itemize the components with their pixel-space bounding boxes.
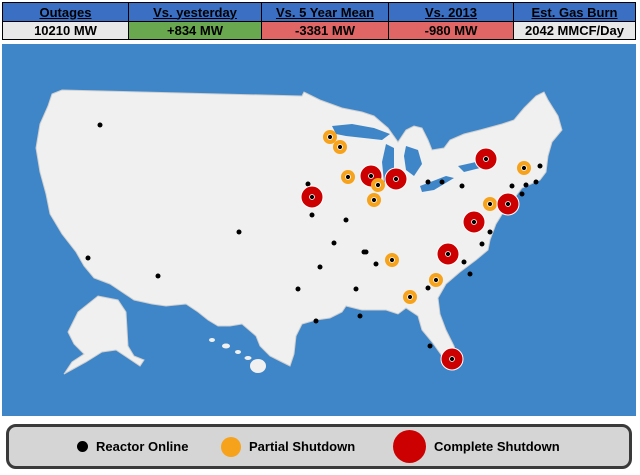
legend-online-label: Reactor Online	[96, 439, 189, 454]
reactor-online-marker	[361, 249, 367, 255]
partial-shutdown-marker	[517, 161, 531, 175]
lake-erie	[420, 176, 454, 192]
gas-burn-value: 2042 MMCF/Day	[514, 22, 635, 39]
partial-shutdown-marker	[341, 170, 355, 184]
partial-shutdown-marker	[429, 273, 443, 287]
reactor-online-marker	[537, 163, 543, 169]
vs-2013-column: Vs. 2013 -980 MW	[389, 3, 514, 39]
reactor-online-marker	[461, 259, 467, 265]
us-map-svg	[35, 89, 563, 375]
outages-value: 10210 MW	[3, 22, 128, 39]
legend-partial: Partial Shutdown	[221, 427, 355, 466]
complete-shutdown-marker	[474, 147, 498, 171]
us-reactor-map	[2, 44, 636, 416]
partial-circle-icon	[221, 436, 241, 457]
reactor-online-marker	[85, 255, 91, 261]
complete-shutdown-marker	[300, 185, 324, 209]
reactor-online-marker	[309, 212, 315, 218]
complete-shutdown-marker	[496, 192, 520, 216]
reactor-online-marker	[357, 313, 363, 319]
lake-superior	[332, 124, 390, 140]
vs-5yr-mean-value: -3381 MW	[262, 22, 388, 39]
reactor-online-marker	[343, 217, 349, 223]
reactor-online-marker	[523, 182, 529, 188]
partial-shutdown-marker	[385, 253, 399, 267]
partial-shutdown-marker	[367, 193, 381, 207]
reactor-markers	[85, 122, 543, 371]
reactor-online-marker	[439, 179, 445, 185]
reactor-online-marker	[236, 229, 242, 235]
reactor-online-marker	[373, 261, 379, 267]
partial-shutdown-marker	[333, 140, 347, 154]
reactor-online-marker	[533, 179, 539, 185]
vs-5yr-mean-header: Vs. 5 Year Mean	[262, 3, 388, 22]
partial-shutdown-marker	[403, 290, 417, 304]
vs-yesterday-header: Vs. yesterday	[129, 3, 261, 22]
reactor-online-marker	[317, 264, 323, 270]
reactor-online-marker	[519, 191, 525, 197]
lake-ontario	[458, 162, 480, 172]
legend-online: Reactor Online	[77, 427, 188, 466]
online-dot-icon	[77, 441, 88, 452]
vs-yesterday-column: Vs. yesterday +834 MW	[129, 3, 262, 39]
reactor-online-marker	[305, 181, 311, 187]
reactor-online-marker	[353, 286, 359, 292]
reactor-online-marker	[467, 271, 473, 277]
gas-burn-header: Est. Gas Burn	[514, 3, 635, 22]
vs-2013-value: -980 MW	[389, 22, 513, 39]
legend-complete: Complete Shutdown	[393, 427, 560, 466]
outage-stats-table: Outages 10210 MW Vs. yesterday +834 MW V…	[2, 2, 636, 40]
legend-partial-label: Partial Shutdown	[249, 439, 356, 454]
complete-shutdown-marker	[384, 167, 408, 191]
complete-shutdown-marker	[436, 242, 460, 266]
partial-shutdown-marker	[323, 130, 337, 144]
outages-column: Outages 10210 MW	[3, 3, 129, 39]
partial-shutdown-marker	[371, 178, 385, 192]
reactor-online-marker	[155, 273, 161, 279]
reactor-online-marker	[425, 179, 431, 185]
vs-2013-header: Vs. 2013	[389, 3, 513, 22]
reactor-online-marker	[425, 285, 431, 291]
reactor-online-marker	[313, 318, 319, 324]
outages-header: Outages	[3, 3, 128, 22]
reactor-online-marker	[459, 183, 465, 189]
complete-shutdown-marker	[462, 210, 486, 234]
complete-shutdown-marker	[440, 347, 464, 371]
map-legend: Reactor Online Partial Shutdown Complete…	[6, 424, 632, 469]
reactor-online-marker	[487, 229, 493, 235]
reactor-online-marker	[509, 183, 515, 189]
reactor-online-marker	[479, 241, 485, 247]
reactor-online-marker	[427, 343, 433, 349]
legend-complete-label: Complete Shutdown	[434, 439, 560, 454]
gas-burn-column: Est. Gas Burn 2042 MMCF/Day	[514, 3, 635, 39]
complete-circle-icon	[393, 430, 426, 463]
vs-yesterday-value: +834 MW	[129, 22, 261, 39]
partial-shutdown-marker	[483, 197, 497, 211]
alaska-landmass	[63, 295, 145, 375]
reactor-online-marker	[295, 286, 301, 292]
lake-huron	[404, 146, 422, 176]
vs-5yr-mean-column: Vs. 5 Year Mean -3381 MW	[262, 3, 389, 39]
reactor-online-marker	[331, 240, 337, 246]
hawaii-islands	[209, 338, 266, 373]
reactor-online-marker	[97, 122, 103, 128]
